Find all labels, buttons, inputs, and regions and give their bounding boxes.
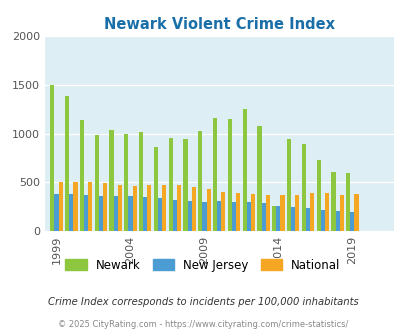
Bar — [73, 182, 77, 231]
Bar — [290, 207, 294, 231]
Bar — [69, 194, 73, 231]
Bar — [354, 194, 358, 231]
Bar — [265, 195, 269, 231]
Bar — [242, 109, 246, 231]
Bar — [88, 182, 92, 231]
Bar — [257, 126, 261, 231]
Bar — [335, 211, 339, 231]
Bar — [227, 118, 231, 231]
Legend: Newark, New Jersey, National: Newark, New Jersey, National — [60, 254, 345, 276]
Bar — [183, 140, 187, 231]
Bar — [217, 201, 221, 231]
Bar — [305, 208, 309, 231]
Bar — [80, 119, 84, 231]
Bar — [113, 196, 117, 231]
Bar — [191, 187, 195, 231]
Bar — [261, 203, 265, 231]
Text: © 2025 CityRating.com - https://www.cityrating.com/crime-statistics/: © 2025 CityRating.com - https://www.city… — [58, 320, 347, 329]
Bar — [54, 194, 58, 231]
Bar — [153, 147, 158, 231]
Bar — [213, 117, 217, 231]
Bar — [147, 185, 151, 231]
Bar — [162, 185, 166, 231]
Title: Newark Violent Crime Index: Newark Violent Crime Index — [104, 17, 334, 32]
Bar — [330, 172, 335, 231]
Bar — [50, 85, 54, 231]
Bar — [250, 194, 254, 231]
Bar — [124, 134, 128, 231]
Bar — [168, 138, 173, 231]
Bar — [324, 192, 328, 231]
Bar — [98, 196, 103, 231]
Bar — [202, 202, 206, 231]
Bar — [103, 183, 107, 231]
Bar — [350, 212, 354, 231]
Bar — [309, 193, 313, 231]
Bar — [94, 135, 98, 231]
Bar — [128, 196, 132, 231]
Bar — [294, 195, 299, 231]
Bar — [320, 210, 324, 231]
Bar — [286, 140, 290, 231]
Bar — [173, 200, 177, 231]
Text: Crime Index corresponds to incidents per 100,000 inhabitants: Crime Index corresponds to incidents per… — [47, 297, 358, 307]
Bar — [345, 173, 350, 231]
Bar — [65, 96, 69, 231]
Bar — [339, 195, 343, 231]
Bar — [206, 189, 210, 231]
Bar — [143, 197, 147, 231]
Bar — [231, 202, 236, 231]
Bar — [158, 198, 162, 231]
Bar — [58, 182, 62, 231]
Bar — [132, 186, 136, 231]
Bar — [221, 192, 225, 231]
Bar — [109, 130, 113, 231]
Bar — [187, 201, 191, 231]
Bar — [280, 195, 284, 231]
Bar — [177, 185, 181, 231]
Bar — [276, 206, 280, 231]
Bar — [301, 144, 305, 231]
Bar — [198, 131, 202, 231]
Bar — [271, 206, 276, 231]
Bar — [246, 202, 250, 231]
Bar — [316, 160, 320, 231]
Bar — [139, 132, 143, 231]
Bar — [236, 193, 240, 231]
Bar — [84, 195, 88, 231]
Bar — [117, 185, 121, 231]
